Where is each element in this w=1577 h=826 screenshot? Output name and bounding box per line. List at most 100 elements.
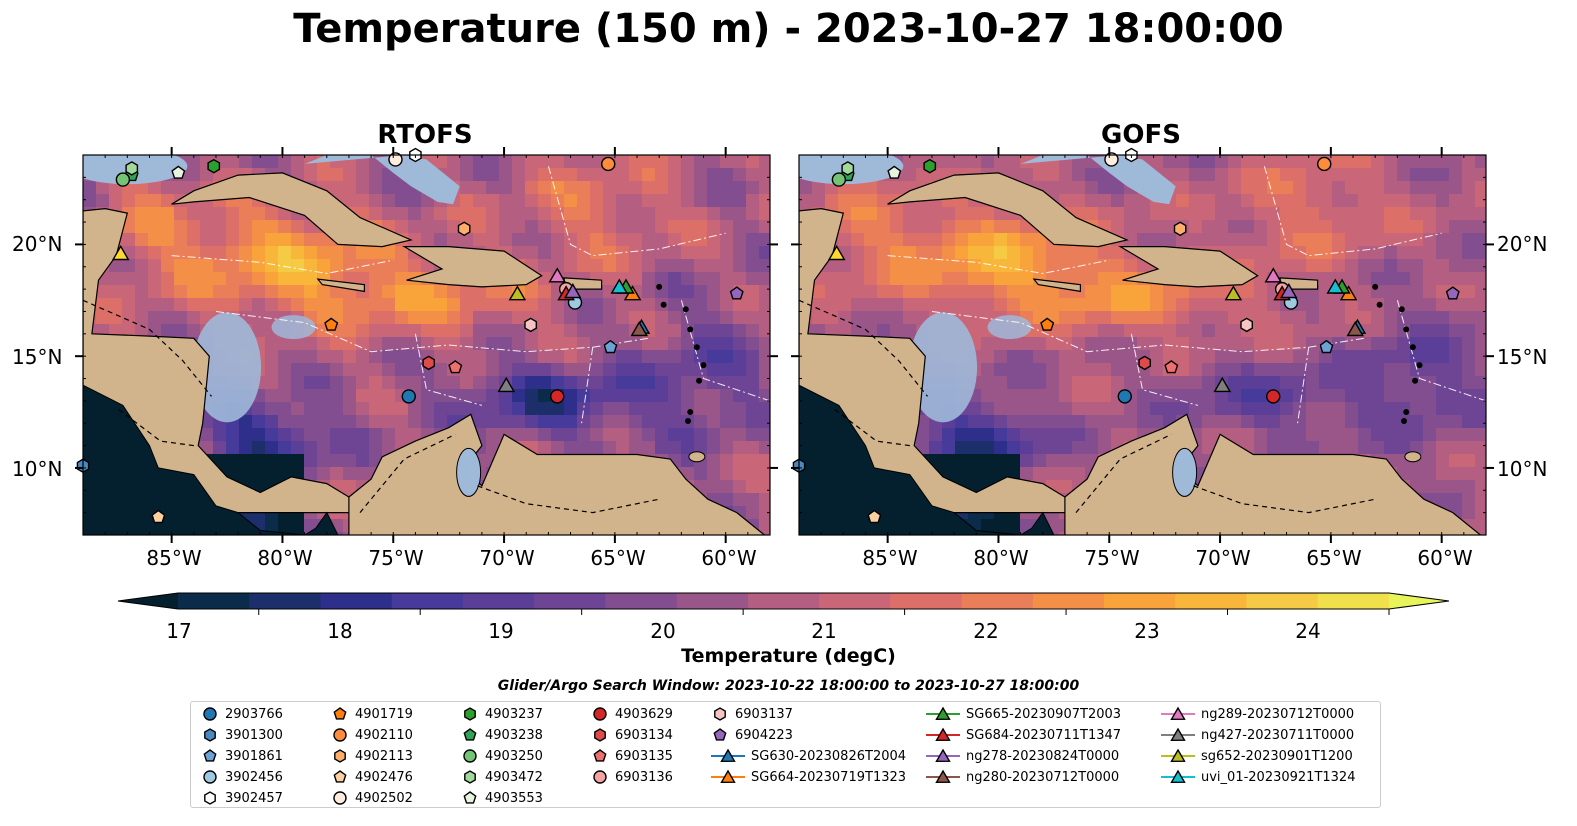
- heat-cell: [291, 298, 305, 312]
- heat-cell: [1254, 350, 1268, 364]
- heat-cell: [1241, 363, 1255, 377]
- heat-cell: [122, 220, 136, 234]
- heat-cell: [1020, 454, 1034, 468]
- heat-cell: [1098, 350, 1112, 364]
- lon-label-right-75: 75°W: [1084, 546, 1140, 570]
- heat-cell: [994, 467, 1008, 481]
- heat-cell: [707, 311, 721, 325]
- heat-cell: [551, 246, 565, 260]
- heat-cell: [616, 415, 630, 429]
- heat-cell: [994, 402, 1008, 416]
- argo-marker-6904223: [729, 286, 744, 300]
- heat-cell: [642, 428, 656, 442]
- heat-cell: [291, 285, 305, 299]
- heat-cell: [955, 155, 969, 169]
- heat-cell: [655, 259, 669, 273]
- legend-item-ng289-20230712T0000: ng289-20230712T0000: [1161, 704, 1354, 724]
- heat-cell: [1020, 376, 1034, 390]
- heat-cell: [1397, 194, 1411, 208]
- heat-cell: [955, 454, 969, 468]
- heat-cell: [1280, 389, 1294, 403]
- heat-cell: [551, 259, 565, 273]
- heat-cell: [1020, 337, 1034, 351]
- glider-marker-ng280-20230712T0000: [630, 320, 649, 337]
- heat-cell: [694, 428, 708, 442]
- heat-cell: [369, 298, 383, 312]
- heat-cell: [538, 259, 552, 273]
- heat-cell: [304, 259, 318, 273]
- heat-cell: [525, 402, 539, 416]
- heat-cell: [1163, 233, 1177, 247]
- legend-swatch: [1161, 727, 1195, 742]
- eez-line: [887, 255, 1110, 275]
- heat-cell: [1215, 324, 1229, 338]
- heat-cell: [1059, 181, 1073, 195]
- heat-cell: [825, 194, 839, 208]
- heat-cell: [1332, 233, 1346, 247]
- heat-cell: [395, 337, 409, 351]
- heat-cell: [1241, 181, 1255, 195]
- heat-cell: [382, 415, 396, 429]
- heat-cell: [486, 415, 500, 429]
- heat-cell: [421, 402, 435, 416]
- heat-cell: [1449, 194, 1463, 208]
- heat-cell: [668, 311, 682, 325]
- legend-swatch: [464, 770, 476, 784]
- heat-cell: [304, 168, 318, 182]
- heat-cell: [538, 246, 552, 260]
- island: [682, 306, 689, 313]
- heat-cell: [499, 233, 513, 247]
- heat-cell: [1319, 220, 1333, 234]
- heat-cell: [1423, 389, 1437, 403]
- heat-cell: [1397, 376, 1411, 390]
- heat-cell: [629, 337, 643, 351]
- heat-cell: [1293, 168, 1307, 182]
- heat-cell: [200, 246, 214, 260]
- heat-cell: [486, 363, 500, 377]
- heat-cell: [551, 168, 565, 182]
- heat-cell: [1462, 402, 1476, 416]
- heat-cell: [968, 207, 982, 221]
- heat-cell: [825, 272, 839, 286]
- heat-cell: [395, 428, 409, 442]
- legend-marker: [333, 707, 347, 720]
- heat-cell: [1228, 181, 1242, 195]
- island: [1372, 283, 1379, 290]
- heat-cell: [655, 441, 669, 455]
- heat-cell: [1345, 363, 1359, 377]
- heat-cell: [890, 324, 904, 338]
- heat-cell: [1449, 220, 1463, 234]
- heat-cell: [174, 259, 188, 273]
- heat-cell: [1371, 402, 1385, 416]
- heat-cell: [733, 181, 747, 195]
- heat-cell: [1020, 246, 1034, 260]
- heat-cell: [1384, 168, 1398, 182]
- heat-cell: [1228, 233, 1242, 247]
- legend-marker: [1170, 727, 1186, 742]
- heat-cell: [1423, 168, 1437, 182]
- heat-cell: [252, 220, 266, 234]
- heat-cell: [720, 272, 734, 286]
- heat-cell: [1072, 441, 1086, 455]
- heat-cell: [1449, 467, 1463, 481]
- heat-cell: [499, 220, 513, 234]
- heat-cell: [642, 441, 656, 455]
- heat-cell: [707, 207, 721, 221]
- heat-cell: [1059, 480, 1073, 494]
- heat-cell: [1397, 350, 1411, 364]
- heat-cell: [486, 155, 500, 169]
- heat-cell: [434, 285, 448, 299]
- heat-cell: [642, 168, 656, 182]
- heat-cell: [200, 220, 214, 234]
- heat-cell: [343, 337, 357, 351]
- heat-cell: [707, 415, 721, 429]
- legend-label: 6903135: [615, 748, 673, 764]
- heat-cell: [1267, 337, 1281, 351]
- heat-cell: [1267, 441, 1281, 455]
- heat-cell: [1462, 285, 1476, 299]
- heat-cell: [1020, 467, 1034, 481]
- heat-cell: [1202, 402, 1216, 416]
- heat-cell: [512, 181, 526, 195]
- heat-cell: [577, 350, 591, 364]
- legend-marker: [333, 770, 347, 783]
